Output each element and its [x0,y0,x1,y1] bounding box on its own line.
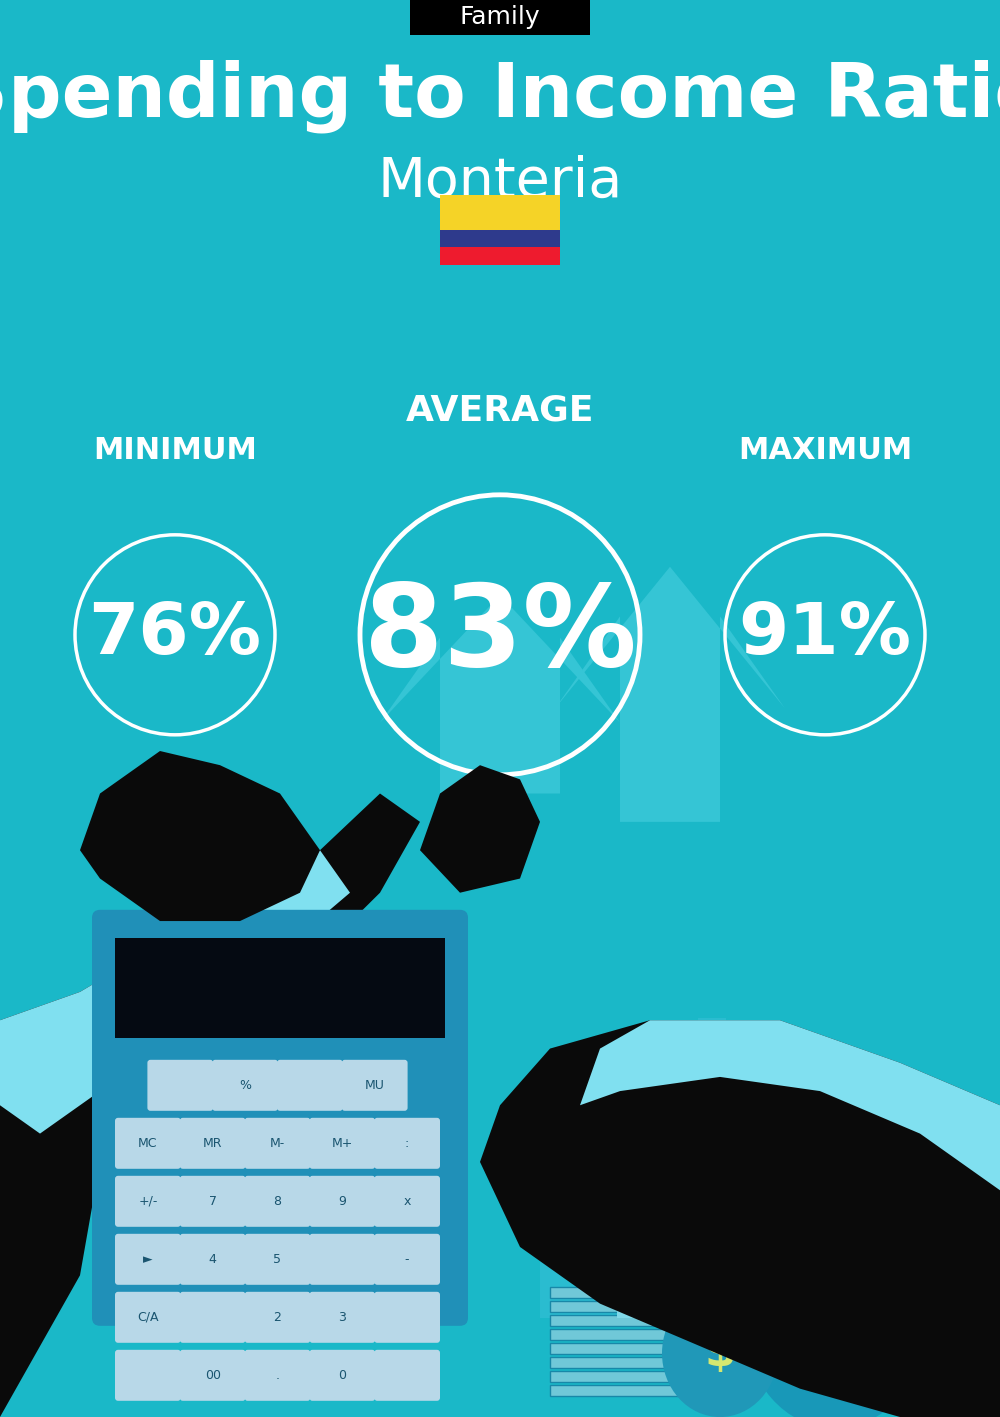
Text: 76%: 76% [88,601,262,669]
FancyBboxPatch shape [245,1292,310,1343]
FancyBboxPatch shape [180,1350,246,1401]
FancyBboxPatch shape [115,1118,181,1169]
FancyBboxPatch shape [540,1148,760,1318]
Text: AVERAGE: AVERAGE [406,394,594,428]
Polygon shape [420,765,540,893]
Text: .: . [276,1369,280,1382]
FancyBboxPatch shape [309,1350,375,1401]
Text: -: - [405,1253,409,1265]
FancyBboxPatch shape [212,1060,278,1111]
FancyBboxPatch shape [115,1176,181,1227]
Text: ►: ► [143,1253,153,1265]
Text: 3: 3 [338,1311,346,1323]
FancyBboxPatch shape [550,1301,705,1312]
FancyBboxPatch shape [683,1196,728,1241]
FancyBboxPatch shape [115,1292,181,1343]
FancyBboxPatch shape [180,1234,246,1285]
Text: 00: 00 [205,1369,221,1382]
FancyBboxPatch shape [147,1060,213,1111]
FancyBboxPatch shape [180,1118,246,1169]
FancyBboxPatch shape [374,1234,440,1285]
FancyBboxPatch shape [550,1370,705,1382]
FancyBboxPatch shape [550,1384,705,1396]
FancyBboxPatch shape [92,910,468,1326]
FancyBboxPatch shape [245,1350,310,1401]
FancyBboxPatch shape [309,1176,375,1227]
Polygon shape [380,595,620,794]
FancyBboxPatch shape [440,230,560,247]
Text: Monteria: Monteria [377,154,623,208]
Ellipse shape [745,1221,925,1417]
FancyBboxPatch shape [245,1176,310,1227]
Text: MAXIMUM: MAXIMUM [738,436,912,465]
FancyBboxPatch shape [410,0,590,35]
FancyBboxPatch shape [550,1315,705,1326]
FancyBboxPatch shape [562,1196,607,1241]
FancyBboxPatch shape [115,938,445,1037]
FancyBboxPatch shape [440,194,560,230]
Text: 9: 9 [338,1195,346,1207]
FancyBboxPatch shape [277,1060,343,1111]
Text: 2: 2 [274,1311,281,1323]
Text: 7: 7 [209,1195,217,1207]
FancyBboxPatch shape [115,1350,181,1401]
Ellipse shape [706,1285,734,1305]
FancyBboxPatch shape [309,1292,375,1343]
Text: 83%: 83% [364,580,636,690]
Ellipse shape [662,1289,778,1417]
Text: MINIMUM: MINIMUM [93,436,257,465]
Polygon shape [0,794,420,1417]
Text: M-: M- [270,1136,285,1149]
Polygon shape [555,567,785,822]
Polygon shape [80,751,320,921]
FancyBboxPatch shape [309,1118,375,1169]
Text: MR: MR [203,1136,222,1149]
Text: M+: M+ [332,1136,353,1149]
FancyBboxPatch shape [550,1343,705,1353]
FancyBboxPatch shape [374,1118,440,1169]
Text: $: $ [704,1332,736,1374]
Text: %: % [239,1078,251,1093]
Text: 5: 5 [274,1253,282,1265]
FancyBboxPatch shape [180,1292,246,1343]
Text: :: : [405,1136,409,1149]
Text: MU: MU [365,1078,385,1093]
FancyBboxPatch shape [550,1329,705,1339]
Text: +/-: +/- [138,1195,158,1207]
FancyBboxPatch shape [245,1118,310,1169]
FancyBboxPatch shape [698,1017,726,1098]
FancyBboxPatch shape [617,1213,682,1318]
Text: 4: 4 [209,1253,217,1265]
Text: C/A: C/A [137,1311,159,1323]
Text: 8: 8 [274,1195,282,1207]
Text: MC: MC [138,1136,158,1149]
Polygon shape [520,1037,780,1148]
FancyBboxPatch shape [550,1356,705,1367]
Text: Family: Family [460,6,540,28]
Text: 0: 0 [338,1369,346,1382]
FancyBboxPatch shape [309,1234,375,1285]
Polygon shape [580,1020,1000,1190]
Text: $: $ [810,1291,860,1359]
Text: 91%: 91% [738,601,912,669]
FancyBboxPatch shape [374,1292,440,1343]
Polygon shape [0,850,350,1134]
Ellipse shape [815,1212,855,1241]
Polygon shape [480,1020,1000,1417]
Text: x: x [403,1195,411,1207]
FancyBboxPatch shape [440,247,560,265]
FancyBboxPatch shape [342,1060,408,1111]
FancyBboxPatch shape [550,1287,705,1298]
FancyBboxPatch shape [245,1234,310,1285]
Text: Spending to Income Ratio: Spending to Income Ratio [0,60,1000,133]
FancyBboxPatch shape [374,1350,440,1401]
FancyBboxPatch shape [180,1176,246,1227]
FancyBboxPatch shape [115,1234,181,1285]
FancyBboxPatch shape [374,1176,440,1227]
